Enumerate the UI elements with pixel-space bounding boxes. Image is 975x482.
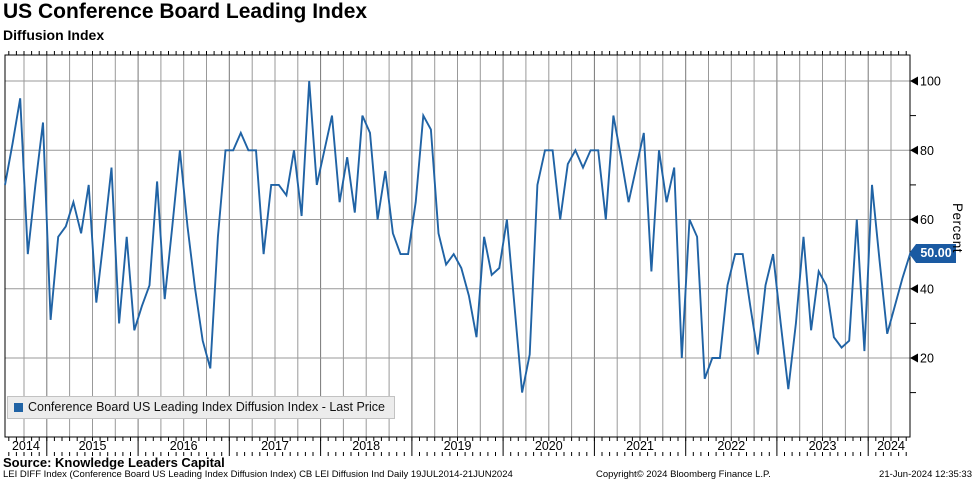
y-axis-title: Percent xyxy=(950,203,965,254)
svg-text:2019: 2019 xyxy=(444,439,472,453)
svg-text:2014: 2014 xyxy=(12,439,40,453)
svg-text:2018: 2018 xyxy=(352,439,380,453)
svg-text:100: 100 xyxy=(920,75,941,89)
svg-text:40: 40 xyxy=(920,282,934,296)
last-price-badge: 50.00 xyxy=(909,244,956,263)
timestamp-text: 21-Jun-2024 12:35:33 xyxy=(879,469,972,480)
footer-row: LEI DIFF Index (Conference Board US Lead… xyxy=(0,469,975,481)
legend-label: Conference Board US Leading Index Diffus… xyxy=(28,400,385,414)
svg-text:2016: 2016 xyxy=(170,439,198,453)
chart-title: US Conference Board Leading Index xyxy=(3,0,368,23)
legend-box: Conference Board US Leading Index Diffus… xyxy=(7,396,395,419)
svg-text:2015: 2015 xyxy=(79,439,107,453)
plot-area: 2014 2015 2016 2017 2018 2019 2020 2021 2022 2023… xyxy=(4,51,941,456)
svg-text:60: 60 xyxy=(920,213,934,227)
svg-text:2022: 2022 xyxy=(717,439,745,453)
copyright-text: Copyright© 2024 Bloomberg Finance L.P. xyxy=(596,469,771,480)
svg-text:2024: 2024 xyxy=(877,439,905,453)
svg-text:2020: 2020 xyxy=(535,439,563,453)
svg-text:2023: 2023 xyxy=(809,439,837,453)
svg-text:20: 20 xyxy=(920,352,934,366)
source-text: Source: Knowledge Leaders Capital xyxy=(3,455,225,470)
chart-subtitle: Diffusion Index xyxy=(3,27,105,43)
legend-marker-icon xyxy=(14,402,23,412)
ticker-description: LEI DIFF Index (Conference Board US Lead… xyxy=(3,469,513,480)
svg-text:2021: 2021 xyxy=(626,439,654,453)
svg-text:80: 80 xyxy=(920,144,934,158)
svg-text:2017: 2017 xyxy=(261,439,289,453)
